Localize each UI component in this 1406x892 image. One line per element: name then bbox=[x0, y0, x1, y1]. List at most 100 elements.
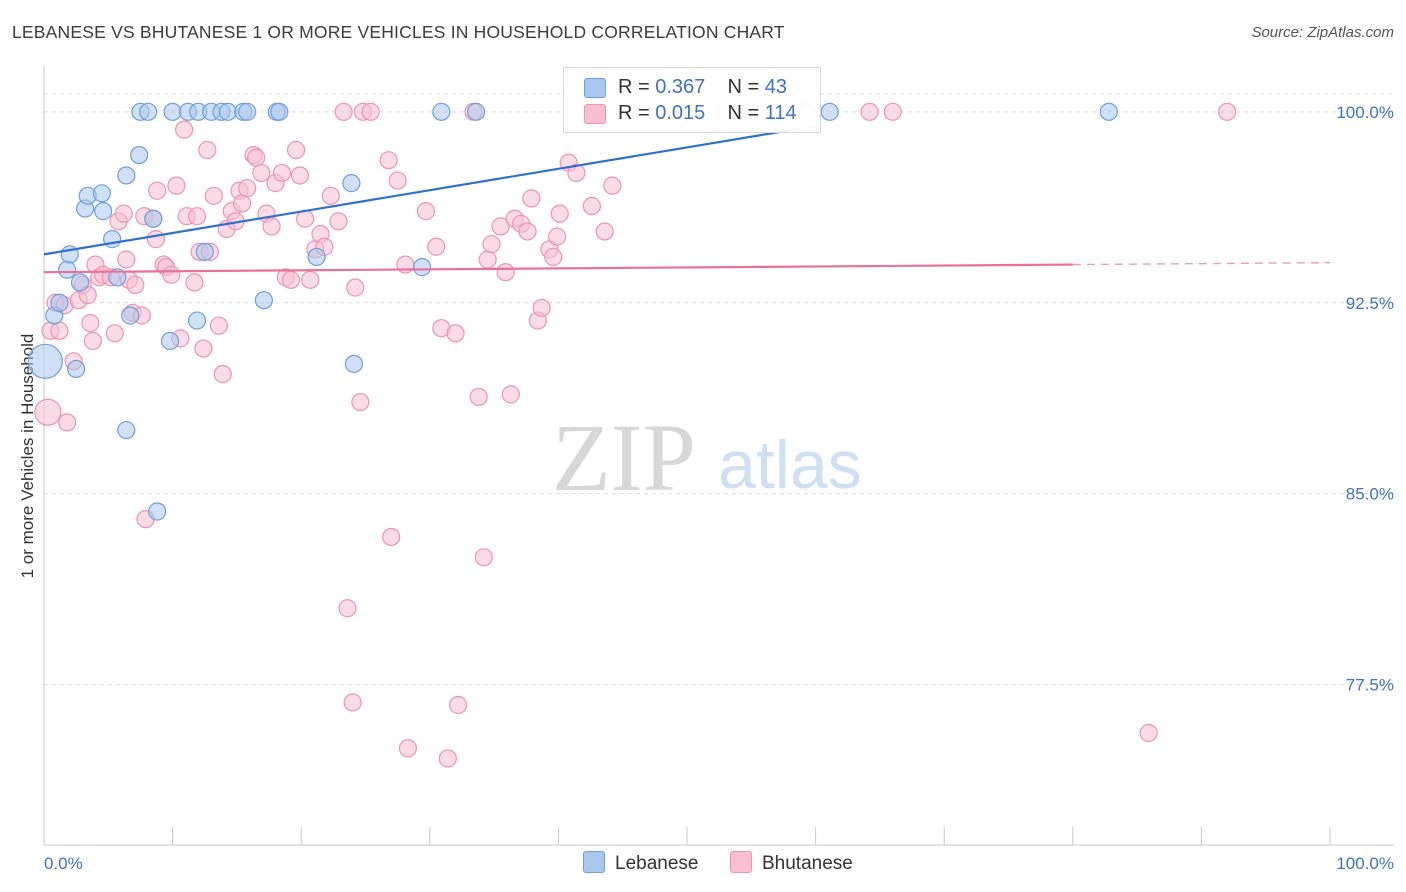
lebanese-point bbox=[187, 311, 207, 330]
bhutanese-point bbox=[286, 140, 306, 160]
bhutanese-point bbox=[595, 222, 614, 241]
source-credit: Source: ZipAtlas.com bbox=[1251, 24, 1394, 41]
bhutanese-point bbox=[334, 102, 353, 121]
bhutanese-point bbox=[167, 176, 186, 195]
bhutanese-point bbox=[448, 695, 468, 715]
bhutanese-point bbox=[582, 196, 601, 216]
lebanese-point bbox=[432, 102, 451, 121]
bhutanese-point bbox=[416, 202, 436, 221]
y-tick-label: 85.0% bbox=[1346, 485, 1394, 504]
lebanese-point bbox=[70, 273, 90, 292]
bhutanese-point bbox=[146, 230, 165, 249]
lebanese-point bbox=[1099, 102, 1118, 121]
legend-n-value-lebanese: 43 bbox=[764, 76, 788, 98]
bhutanese-point bbox=[351, 392, 370, 412]
bhutanese-point bbox=[117, 250, 136, 269]
legend-n-value-bhutanese: 114 bbox=[764, 102, 797, 124]
bhutanese-point bbox=[34, 398, 62, 426]
legend-r-value-lebanese: 0.367 bbox=[655, 76, 706, 98]
lebanese-point bbox=[160, 331, 180, 351]
bhutanese-point bbox=[148, 181, 167, 200]
bhutanese-point bbox=[338, 599, 357, 618]
legend-swatch-lebanese bbox=[584, 78, 606, 98]
bhutanese-point bbox=[238, 179, 257, 198]
bhutanese-point bbox=[478, 250, 497, 269]
lebanese-point bbox=[108, 268, 127, 287]
bhutanese-point bbox=[491, 217, 510, 236]
lebanese-trend-line bbox=[43, 128, 794, 256]
bhutanese-point bbox=[185, 273, 204, 292]
bhutanese-point bbox=[126, 275, 145, 295]
bhutanese-point bbox=[438, 749, 457, 768]
bhutanese-point bbox=[187, 207, 207, 226]
bhutanese-point bbox=[329, 212, 348, 231]
lebanese-point bbox=[342, 174, 361, 193]
bhutanese-point bbox=[114, 204, 133, 223]
lebanese-point bbox=[144, 209, 163, 228]
lebanese-point bbox=[92, 184, 111, 203]
lebanese-point bbox=[94, 202, 113, 221]
bhutanese-point bbox=[474, 548, 493, 567]
y-tick-label: 92.5% bbox=[1346, 294, 1394, 313]
bhutanese-point bbox=[232, 194, 252, 213]
bhutanese-point bbox=[343, 693, 362, 712]
bhutanese-point bbox=[198, 140, 217, 160]
lebanese-point bbox=[466, 102, 486, 121]
bhutanese-point bbox=[81, 314, 100, 333]
bhutanese-point bbox=[281, 270, 301, 289]
bhutanese-point bbox=[446, 324, 465, 343]
legend-label-lebanese: Lebanese bbox=[615, 853, 699, 874]
bhutanese-point bbox=[209, 316, 228, 335]
bhutanese-point bbox=[361, 102, 380, 121]
legend-r-label: R = bbox=[618, 76, 656, 98]
lebanese-point bbox=[67, 359, 86, 379]
bhutanese-point bbox=[262, 217, 281, 236]
lebanese-point bbox=[117, 420, 136, 440]
legend-r-label: R = bbox=[618, 102, 656, 124]
bhutanese-point bbox=[321, 186, 340, 205]
lebanese-point bbox=[148, 502, 167, 521]
bhutanese-point bbox=[501, 385, 520, 404]
bhutanese-point bbox=[550, 204, 569, 223]
lebanese-point bbox=[27, 343, 63, 379]
bhutanese-point bbox=[1218, 102, 1237, 121]
lebanese-point bbox=[58, 260, 77, 279]
bhutanese-point bbox=[50, 321, 69, 340]
bhutanese-point bbox=[213, 364, 232, 384]
bhutanese-point bbox=[469, 387, 488, 407]
bhutanese-point bbox=[379, 151, 398, 170]
legend-swatch-bhutanese bbox=[730, 851, 752, 873]
bhutanese-point bbox=[603, 176, 622, 195]
bhutanese-point bbox=[482, 235, 501, 254]
bhutanese-point bbox=[204, 186, 223, 205]
bhutanese-point bbox=[290, 166, 310, 185]
lebanese-point bbox=[307, 247, 326, 267]
bhutanese-point bbox=[83, 331, 102, 351]
bottom-legend-lebanese: Lebanese bbox=[583, 851, 698, 875]
y-tick-label: 77.5% bbox=[1346, 676, 1394, 695]
bhutanese-point bbox=[58, 413, 77, 432]
tick-labels: 77.5% 85.0% 92.5% 100.0% 0.0% 100.0% bbox=[44, 103, 1394, 873]
bhutanese-point bbox=[883, 102, 902, 121]
bhutanese-point bbox=[272, 163, 292, 183]
bhutanese-point bbox=[567, 163, 586, 183]
bhutanese-point bbox=[398, 739, 418, 758]
y-tick-label: 100.0% bbox=[1336, 103, 1394, 122]
lebanese-point bbox=[121, 306, 140, 325]
stats-legend: R = 0.367 N = 43 R = 0.015 N = 114 bbox=[563, 67, 821, 133]
axes bbox=[43, 66, 1394, 846]
bhutanese-point bbox=[247, 148, 266, 167]
bhutanese-point bbox=[252, 163, 271, 183]
bhutanese-point bbox=[105, 324, 124, 343]
bhutanese-point bbox=[532, 298, 551, 317]
bhutanese-point bbox=[427, 237, 446, 256]
bhutanese-point bbox=[162, 265, 181, 284]
lebanese-point bbox=[412, 258, 432, 277]
bhutanese-point bbox=[194, 339, 213, 358]
legend-label-bhutanese: Bhutanese bbox=[762, 853, 853, 874]
bhutanese-point bbox=[382, 527, 401, 547]
lebanese-point bbox=[130, 146, 149, 165]
lebanese-point bbox=[270, 102, 289, 121]
lebanese-point bbox=[820, 102, 839, 121]
